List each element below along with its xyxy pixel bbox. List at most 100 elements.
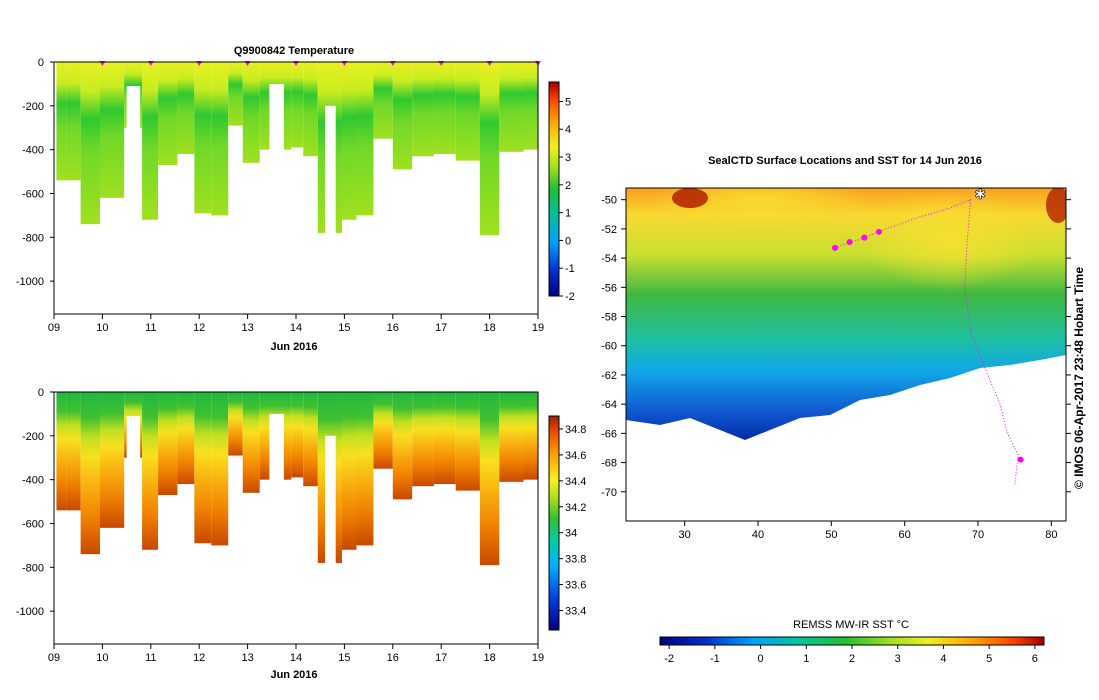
- y-tick-label: 0: [38, 387, 44, 399]
- x-tick-label: 12: [193, 322, 205, 334]
- temperature-section: Q9900842 Temperature 0 -200 -400 -600 -800 -1…: [16, 45, 575, 353]
- x-tick-label: 11: [145, 322, 156, 334]
- data-gap: [269, 83, 284, 314]
- colorbar-tick-label: 34.4: [565, 476, 586, 488]
- map-y-tick-label: -54: [601, 253, 617, 265]
- y-tick-label: -800: [22, 232, 44, 244]
- y-tick-label: 0: [38, 57, 44, 69]
- sst-colorbar-tick-label: 2: [849, 653, 855, 665]
- profile-column: [211, 62, 229, 216]
- map-x-tick-label: 70: [972, 529, 984, 541]
- sst-colorbar-tick-label: -2: [664, 653, 674, 665]
- data-gap: [126, 416, 141, 644]
- temperature-profiles: [56, 62, 538, 315]
- x-tick-label: 14: [290, 652, 302, 664]
- map-x-tick-label: 50: [825, 529, 837, 541]
- sst-map-section: SealCTD Surface Locations and SST for 14…: [601, 155, 1071, 665]
- y-tick-label: -800: [22, 562, 44, 574]
- map-y-tick-label: -60: [601, 341, 617, 353]
- sst-colorbar: [659, 636, 1045, 646]
- temperature-y-axis: 0 -200 -400 -600 -800 -1000: [16, 57, 54, 288]
- sst-hot-spot: [1046, 188, 1066, 223]
- profile-column: [433, 392, 456, 485]
- temperature-plot-area: [53, 61, 541, 315]
- seal-position-marker: [846, 239, 853, 246]
- profile-column: [99, 62, 125, 198]
- profile-column: [479, 62, 500, 236]
- salinity-x-label: Jun 2016: [270, 669, 317, 681]
- y-tick-label: -1000: [16, 606, 44, 618]
- x-tick-label: 16: [387, 652, 399, 664]
- x-tick-label: 13: [241, 322, 253, 334]
- seal-track-line: [834, 198, 1019, 485]
- credit-text: © IMOS 06-Apr-2017 23:48 Hobart Time: [1072, 267, 1086, 489]
- profile-column: [412, 62, 434, 157]
- profile-column: [373, 392, 393, 469]
- x-tick-label: 17: [435, 652, 447, 664]
- sst-map-frame: [625, 187, 1067, 522]
- colorbar-tick-label: -1: [565, 263, 575, 275]
- data-gap: [325, 105, 336, 315]
- profile-column: [356, 62, 374, 216]
- x-tick-label: 15: [338, 322, 350, 334]
- sst-hot-spot: [672, 188, 708, 208]
- x-tick-label: 17: [435, 322, 447, 334]
- x-tick-label: 18: [483, 652, 495, 664]
- profile-column: [291, 62, 304, 148]
- profile-column: [242, 62, 260, 163]
- colorbar-tick-label: 1: [565, 208, 571, 220]
- profile-column: [228, 392, 243, 456]
- temperature-colorbar: [548, 81, 560, 297]
- profile-column: [479, 392, 500, 566]
- y-tick-label: -1000: [16, 276, 44, 288]
- profile-column: [142, 392, 159, 550]
- sst-colorbar-tick-label: 6: [1032, 653, 1038, 665]
- profile-column: [392, 62, 413, 170]
- temperature-colorbar-ticks: 5 4 3 2 1 0 -1 -2: [559, 96, 575, 303]
- profile-column: [412, 392, 434, 487]
- sst-map-x-axis: 30 40 50 60 70 80: [679, 521, 1057, 541]
- y-tick-label: -400: [22, 475, 44, 487]
- x-tick-label: 15: [338, 652, 350, 664]
- profile-column: [373, 62, 393, 139]
- sst-colorbar-tick-label: 5: [986, 653, 992, 665]
- seal-position-marker: [876, 228, 882, 235]
- sst-colorbar-label: REMSS MW-IR SST °C: [793, 619, 909, 631]
- x-tick-label: 10: [96, 322, 108, 334]
- colorbar-tick-label: -2: [565, 291, 575, 303]
- temperature-x-axis: 09 10 11 12 13 14 15 16 17 18 19: [48, 314, 544, 334]
- profile-column: [66, 392, 81, 511]
- seal-position-marker: [1017, 456, 1024, 463]
- profile-column: [177, 62, 195, 155]
- x-tick-label: 10: [96, 652, 108, 664]
- map-x-tick-label: 60: [899, 529, 911, 541]
- salinity-x-axis: 09 10 11 12 13 14 15 16 17 18 19: [48, 644, 544, 664]
- map-y-tick-label: -64: [601, 399, 617, 411]
- profile-column: [242, 392, 260, 493]
- map-y-tick-label: -70: [601, 487, 617, 499]
- profile-column: [455, 392, 480, 491]
- x-tick-label: 11: [145, 652, 156, 664]
- x-tick-label: 18: [483, 322, 495, 334]
- x-tick-label: 09: [48, 652, 60, 664]
- salinity-y-axis: 0 -200 -400 -600 -800 -1000: [16, 387, 54, 618]
- x-tick-label: 19: [532, 322, 544, 334]
- x-tick-label: 12: [193, 652, 205, 664]
- sst-colorbar-tick-label: -1: [710, 653, 720, 665]
- profile-column: [80, 62, 100, 225]
- antarctic-land: [626, 355, 1066, 521]
- sst-warm-patch: [860, 190, 1040, 290]
- map-y-tick-label: -50: [601, 195, 617, 207]
- colorbar-tick-label: 33.6: [565, 580, 586, 592]
- profile-column: [228, 62, 243, 126]
- profile-column: [158, 62, 178, 165]
- y-tick-label: -400: [22, 145, 44, 157]
- profile-column: [303, 392, 318, 487]
- colorbar-tick-label: 0: [565, 235, 571, 247]
- colorbar-tick-label: 34.6: [565, 450, 586, 462]
- profile-column: [523, 62, 538, 150]
- profile-column: [194, 62, 212, 214]
- colorbar-tick-label: 34: [565, 528, 577, 540]
- map-y-tick-label: -52: [601, 224, 617, 236]
- map-x-tick-label: 30: [679, 529, 691, 541]
